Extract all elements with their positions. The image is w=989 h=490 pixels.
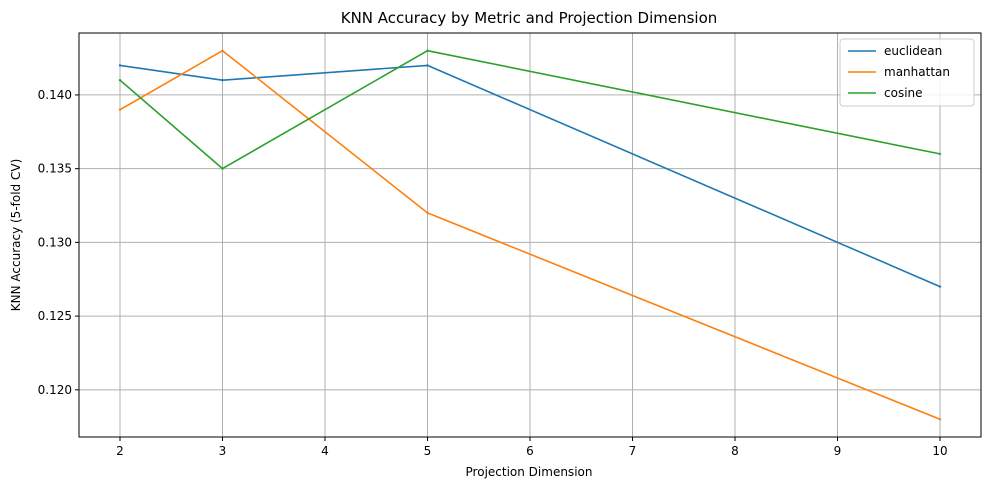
series-line-manhattan <box>119 49 941 421</box>
legend-label-cosine: cosine <box>884 86 923 100</box>
series-line-cosine <box>119 49 941 170</box>
legend-box <box>839 38 975 107</box>
data-point-manhattan <box>938 418 942 421</box>
legend-label-manhattan: manhattan <box>884 65 950 79</box>
data-point-cosine <box>118 78 122 82</box>
x-tick-label: 7 <box>629 444 637 458</box>
x-tick-label: 8 <box>731 444 739 458</box>
data-point-cosine <box>938 152 942 156</box>
data-point-manhattan <box>221 49 224 52</box>
x-tick-label: 10 <box>932 444 947 458</box>
y-tick-label: 0.125 <box>38 309 72 323</box>
legend: euclidean manhattan cosine <box>839 38 975 107</box>
x-axis-label: Projection Dimension <box>466 465 593 479</box>
x-tick-label: 2 <box>116 444 124 458</box>
y-tick-label: 0.130 <box>38 235 72 249</box>
y-tick-label: 0.135 <box>38 162 72 176</box>
data-point-euclidean <box>118 64 122 67</box>
data-point-cosine <box>221 167 224 170</box>
data-point-euclidean <box>426 64 429 67</box>
data-point-euclidean <box>221 78 224 82</box>
data-point-euclidean <box>938 285 942 288</box>
y-axis-label: KNN Accuracy (5-fold CV) <box>9 159 23 311</box>
x-tick-label: 5 <box>424 444 432 458</box>
x-tick-label: 9 <box>834 444 842 458</box>
chart-title: KNN Accuracy by Metric and Projection Di… <box>341 9 718 27</box>
x-axis-ticks: 2 3 4 5 6 7 8 9 10 <box>116 437 948 458</box>
x-tick-label: 3 <box>219 444 227 458</box>
data-point-manhattan <box>118 108 122 111</box>
series-line-euclidean <box>119 64 941 288</box>
x-tick-label: 6 <box>526 444 534 458</box>
x-tick-label: 4 <box>321 444 329 458</box>
legend-label-euclidean: euclidean <box>884 44 942 58</box>
data-point-cosine <box>426 49 429 52</box>
data-point-manhattan <box>426 211 429 215</box>
series-lines <box>118 49 942 421</box>
y-axis-ticks: 0.120 0.125 0.130 0.135 0.140 <box>38 88 79 397</box>
y-tick-label: 0.120 <box>38 383 72 397</box>
y-tick-label: 0.140 <box>38 88 72 102</box>
